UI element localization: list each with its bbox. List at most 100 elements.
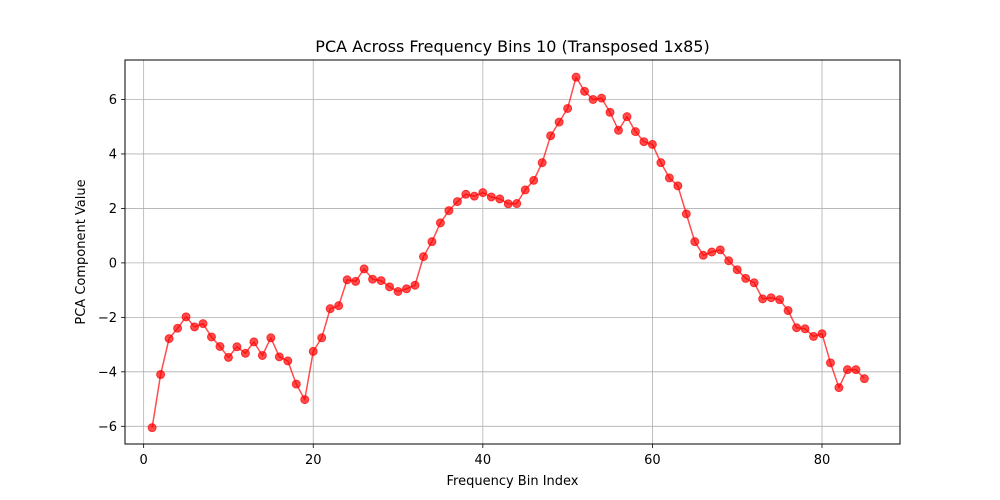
data-point [300, 395, 310, 405]
grid-lines [125, 60, 900, 444]
data-point [469, 191, 479, 201]
data-point [741, 273, 751, 283]
data-point [563, 103, 573, 113]
y-tick-label: 4 [109, 147, 117, 162]
data-point [690, 237, 700, 247]
data-point [495, 194, 505, 204]
data-point [588, 94, 598, 104]
data-point [800, 324, 810, 334]
data-point [605, 107, 615, 117]
data-point [571, 72, 581, 82]
data-point [851, 365, 861, 375]
data-point [783, 306, 793, 316]
data-point [529, 175, 539, 185]
data-point [206, 332, 216, 342]
data-point [834, 383, 844, 393]
chart-title: PCA Across Frequency Bins 10 (Transposed… [315, 37, 709, 56]
data-point [291, 379, 301, 389]
data-point [427, 237, 437, 247]
data-point [817, 329, 827, 339]
data-point [656, 158, 666, 168]
data-point [749, 278, 759, 288]
data-point [613, 125, 623, 135]
data-point [435, 218, 445, 228]
data-point [554, 117, 564, 127]
data-point [317, 333, 327, 343]
y-tick-label: −6 [98, 420, 117, 435]
data-point [546, 131, 556, 141]
x-tick-label: 80 [814, 453, 831, 468]
y-tick-label: 6 [109, 93, 117, 108]
data-point [156, 370, 166, 380]
data-point [308, 346, 318, 356]
data-point [215, 342, 225, 352]
data-point [359, 264, 369, 274]
data-point [181, 312, 191, 322]
plot-frame [124, 59, 901, 445]
data-point [452, 197, 462, 207]
data-point [402, 284, 412, 294]
data-point [673, 181, 683, 191]
data-point [512, 199, 522, 209]
x-tick-label: 60 [644, 453, 661, 468]
data-point [664, 173, 674, 183]
y-tick-label: −2 [98, 311, 117, 326]
data-point [444, 206, 454, 216]
data-point [715, 245, 725, 255]
data-point [351, 276, 361, 286]
data-point [647, 139, 657, 149]
data-point [198, 319, 208, 329]
data-point [698, 250, 708, 260]
y-tick-label: 0 [109, 256, 117, 271]
data-point [393, 286, 403, 296]
x-tick-label: 0 [140, 453, 148, 468]
data-point [257, 350, 267, 360]
y-axis-label: PCA Component Value [74, 179, 89, 324]
data-point [232, 342, 242, 352]
data-point [775, 295, 785, 305]
data-point [758, 294, 768, 304]
data-point [766, 293, 776, 303]
data-point [622, 112, 632, 122]
y-tick-label: −4 [98, 365, 117, 380]
data-point [173, 323, 183, 333]
data-point [190, 322, 200, 332]
x-tick-label: 20 [305, 453, 322, 468]
data-point [580, 86, 590, 96]
data-point [707, 247, 717, 257]
data-point [478, 188, 488, 198]
axis-ticks: 0 20 40 60 80 −6 −4 −2 0 2 4 6 [98, 93, 830, 468]
data-point [486, 192, 496, 202]
data-point [792, 323, 802, 333]
data-point [809, 331, 819, 341]
data-point [249, 337, 259, 347]
data-point [724, 256, 734, 266]
data-point [681, 209, 691, 219]
data-point [630, 127, 640, 137]
data-point [597, 93, 607, 103]
x-tick-label: 40 [475, 453, 492, 468]
data-point [283, 356, 293, 366]
data-point [147, 423, 157, 433]
data-point [223, 352, 233, 362]
data-point [503, 199, 513, 209]
data-point [376, 276, 386, 286]
data-point [418, 252, 428, 262]
data-point [325, 304, 335, 314]
data-point [537, 158, 547, 168]
data-point [520, 185, 530, 195]
y-tick-label: 2 [109, 202, 117, 217]
data-point [639, 137, 649, 147]
data-point [461, 189, 471, 199]
data-series [147, 72, 869, 433]
data-point [342, 275, 352, 285]
data-point [240, 348, 250, 358]
data-point [274, 352, 284, 362]
data-point [825, 358, 835, 368]
data-point [859, 374, 869, 384]
data-point [842, 365, 852, 375]
data-point [164, 334, 174, 344]
data-point [266, 333, 276, 343]
